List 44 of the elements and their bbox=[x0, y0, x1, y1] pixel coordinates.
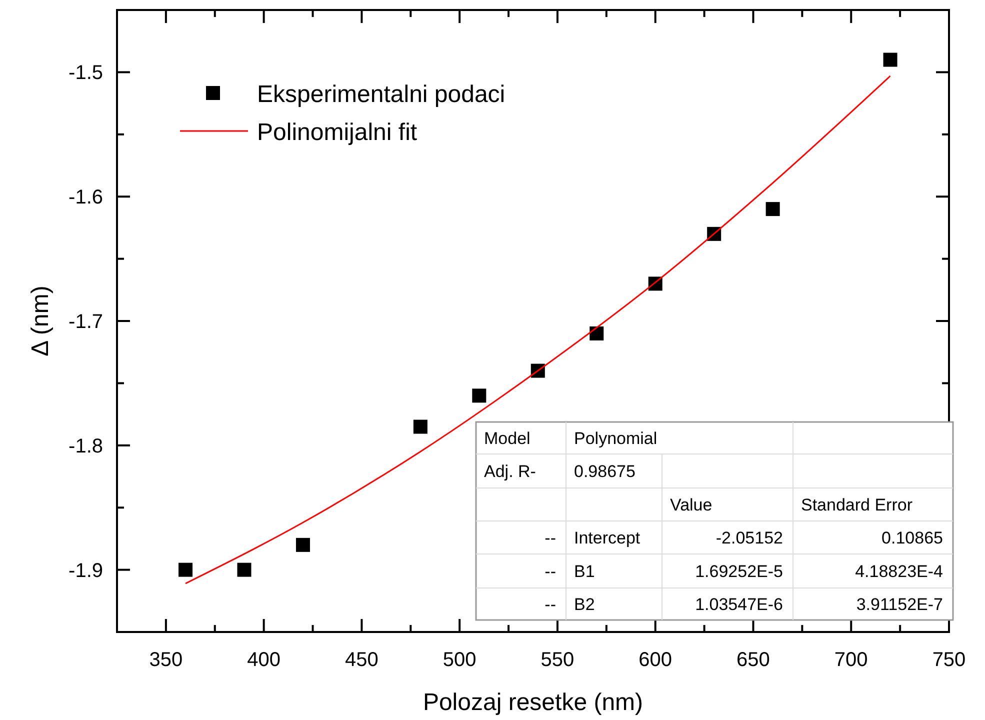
x-tick-label: 600 bbox=[638, 649, 672, 671]
annotation: Model bbox=[484, 429, 530, 448]
y-tick-label: -1.7 bbox=[68, 311, 103, 333]
y-tick-label: -1.9 bbox=[68, 560, 103, 582]
x-tick-label: 750 bbox=[932, 649, 966, 671]
point bbox=[883, 52, 898, 67]
annotation: Value bbox=[670, 496, 712, 514]
annotation: -- bbox=[544, 528, 556, 548]
legend-label: Polinomijalni fit bbox=[257, 119, 418, 146]
y-tick-label: -1.8 bbox=[68, 435, 103, 458]
annotation: Polynomial bbox=[574, 429, 658, 448]
annotation: B2 bbox=[574, 595, 595, 614]
annotation: Adj. R- bbox=[484, 462, 536, 481]
x-tick-label: 500 bbox=[442, 649, 476, 671]
point bbox=[766, 202, 780, 216]
annotation: Standard Error bbox=[801, 496, 913, 514]
x-tick-label: 450 bbox=[345, 649, 378, 671]
y-tick-label: -1.5 bbox=[68, 62, 103, 84]
annotation: Intercept bbox=[574, 528, 640, 548]
x-tick-label: 350 bbox=[149, 649, 183, 671]
annotation: -- bbox=[544, 562, 556, 581]
x-tick-label: 700 bbox=[834, 649, 868, 671]
annotation: B1 bbox=[574, 562, 595, 581]
point bbox=[472, 388, 486, 403]
point bbox=[178, 562, 193, 577]
point bbox=[237, 562, 252, 577]
annotation: -- bbox=[544, 595, 556, 614]
annotation: 1.03547E-6 bbox=[695, 595, 783, 614]
annotation: 0.10865 bbox=[882, 528, 943, 548]
annotation: 3.91152E-7 bbox=[856, 595, 943, 614]
point bbox=[413, 420, 428, 434]
annotation: 1.69252E-5 bbox=[695, 562, 783, 581]
legend-label: Eksperimentalni podaci bbox=[257, 81, 506, 108]
y-tick-label: -1.6 bbox=[68, 186, 103, 209]
point bbox=[590, 326, 604, 340]
x-tick-label: 650 bbox=[736, 649, 770, 671]
x-axis-title: Polozaj resetke (nm) bbox=[422, 689, 644, 716]
annotation: 4.18823E-4 bbox=[855, 562, 943, 581]
annotation: -2.05152 bbox=[716, 528, 783, 548]
point bbox=[296, 538, 310, 552]
x-tick-label: 400 bbox=[247, 649, 281, 671]
y-axis-title: Δ (nm) bbox=[27, 286, 54, 356]
x-tick-label: 550 bbox=[540, 649, 574, 671]
annotation: 0.98675 bbox=[574, 462, 636, 481]
